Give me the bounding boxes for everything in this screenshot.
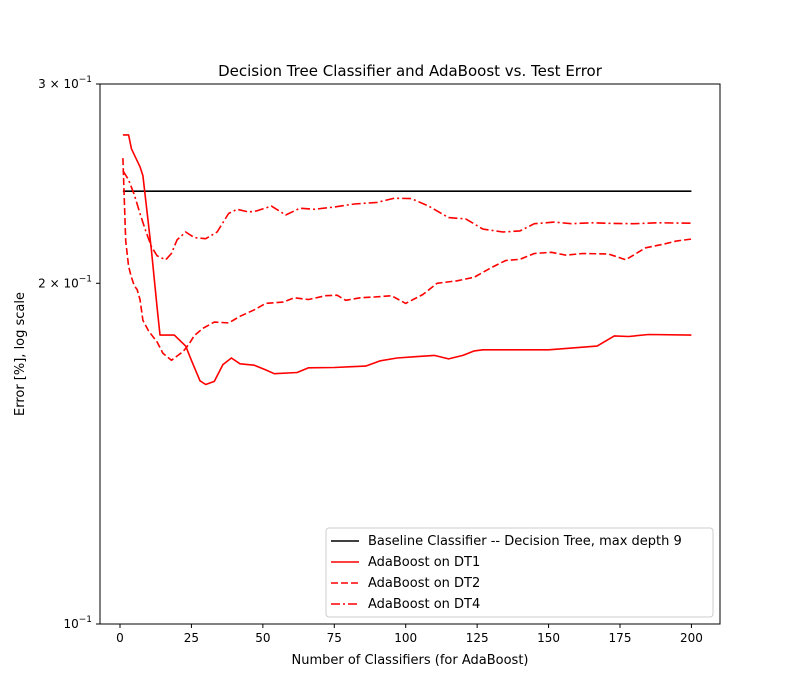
x-tick-label: 125 [466, 631, 489, 645]
x-axis: 0 25 50 75 100 125 150 175 200 [116, 624, 703, 645]
chart-title: Decision Tree Classifier and AdaBoost vs… [218, 62, 603, 80]
x-tick-label: 175 [609, 631, 632, 645]
series-layer [122, 134, 692, 386]
axes-frame [99, 83, 721, 625]
y-tick-label: 2 × 10−1 [38, 274, 92, 290]
y-axis: 10−1 2 × 10−1 3 × 10−1 [38, 75, 100, 631]
legend: Baseline Classifier -- Decision Tree, ma… [325, 527, 714, 618]
x-tick-label: 75 [327, 631, 342, 645]
x-tick-label: 0 [116, 631, 124, 645]
y-tick-label: 10−1 [63, 615, 92, 631]
x-tick-label: 100 [394, 631, 417, 645]
x-axis-label: Number of Classifiers (for AdaBoost) [292, 653, 529, 668]
legend-label-0: Baseline Classifier -- Decision Tree, ma… [368, 534, 682, 549]
series-line-1 [122, 134, 692, 386]
legend-box [325, 527, 714, 618]
legend-label-2: AdaBoost on DT2 [368, 576, 480, 591]
series-line-3 [122, 170, 692, 261]
series-line-2 [122, 158, 692, 362]
x-tick-label: 200 [680, 631, 703, 645]
x-tick-label: 150 [537, 631, 560, 645]
x-tick-label: 50 [255, 631, 270, 645]
legend-label-3: AdaBoost on DT4 [368, 597, 480, 612]
legend-label-1: AdaBoost on DT1 [368, 555, 480, 570]
y-axis-label: Error [%], log scale [13, 292, 28, 416]
x-tick-label: 25 [184, 631, 199, 645]
y-tick-label: 3 × 10−1 [38, 75, 92, 91]
